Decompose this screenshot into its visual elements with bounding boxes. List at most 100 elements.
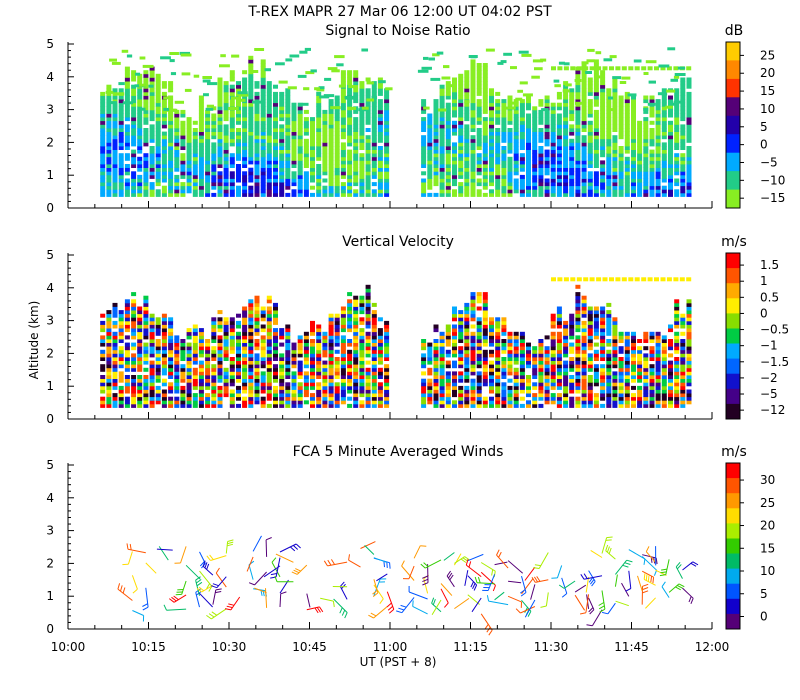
heatmap-cell <box>655 339 661 343</box>
heatmap-cell <box>149 331 155 336</box>
heatmap-cell <box>149 88 155 93</box>
heatmap-cell <box>513 156 519 161</box>
heatmap-cell <box>229 131 235 136</box>
heatmap-cell <box>161 189 167 194</box>
heatmap-cell <box>519 335 525 340</box>
heatmap-cell <box>587 310 593 315</box>
heatmap-cell <box>334 317 340 322</box>
heatmap-cell <box>445 160 451 165</box>
heatmap-cell <box>198 99 204 104</box>
heatmap-cell <box>347 403 353 408</box>
heatmap-cell <box>260 124 266 129</box>
heatmap-cell <box>291 120 297 125</box>
heatmap-cell <box>131 113 137 118</box>
heatmap-cell <box>297 335 303 340</box>
heatmap-cell <box>575 164 581 168</box>
heatmap-cell <box>322 346 328 351</box>
heatmap-cell <box>513 113 519 118</box>
heatmap-cell <box>359 331 365 336</box>
heatmap-cell <box>359 153 365 158</box>
heatmap-cell <box>192 178 198 183</box>
heatmap-cell <box>495 403 501 408</box>
heatmap-cell <box>637 360 643 365</box>
heatmap-cell <box>328 335 334 340</box>
heatmap-cell <box>353 124 359 129</box>
heatmap-cell <box>618 124 624 129</box>
heatmap-cell <box>674 171 680 176</box>
heatmap-cell <box>581 84 587 89</box>
heatmap-cell <box>538 339 544 343</box>
heatmap-cell <box>501 174 507 179</box>
heatmap-cell <box>674 360 680 365</box>
heatmap-cell <box>112 324 118 329</box>
heatmap-cell <box>532 106 538 111</box>
heatmap-cell <box>236 403 241 408</box>
heatmap-cell <box>217 317 223 322</box>
panel-1: Signal to Noise Ratio012345dB2520151050−… <box>46 23 785 215</box>
heatmap-cell <box>458 331 464 336</box>
heatmap-cell <box>285 353 291 358</box>
heatmap-cell <box>285 99 291 104</box>
heatmap-cell <box>285 106 291 111</box>
heatmap-cell <box>569 124 575 129</box>
heatmap-cell <box>131 142 137 147</box>
heatmap-cell <box>495 182 501 187</box>
heatmap-cell <box>279 109 285 114</box>
heatmap-cell <box>519 138 525 143</box>
heatmap-cell <box>501 339 507 343</box>
heatmap-cell <box>242 382 248 387</box>
heatmap-cell <box>661 346 667 351</box>
heatmap-cell <box>347 91 353 96</box>
heatmap-cell <box>198 328 204 333</box>
heatmap-cell <box>513 389 519 394</box>
heatmap-cell <box>180 364 186 369</box>
heatmap-cell <box>347 364 353 369</box>
heatmap-cell <box>266 382 272 387</box>
heatmap-cell <box>100 149 106 154</box>
heatmap-cell <box>575 160 581 165</box>
heatmap-cell <box>328 135 334 140</box>
heatmap-cell <box>155 320 161 325</box>
heatmap-cell <box>371 117 377 122</box>
heatmap-cell <box>353 120 359 125</box>
heatmap-cell <box>538 389 544 394</box>
heatmap-cell <box>439 400 445 405</box>
heatmap-cell <box>174 138 180 143</box>
heatmap-cell <box>236 331 241 336</box>
heatmap-cell <box>100 174 106 179</box>
heatmap-cell <box>384 178 390 183</box>
heatmap-cell <box>433 403 439 408</box>
heatmap-cell <box>316 331 322 336</box>
heatmap-cell <box>513 331 519 336</box>
heatmap-cell <box>618 339 624 343</box>
heatmap-cell <box>273 389 278 394</box>
heatmap-cell <box>570 277 576 282</box>
heatmap-cell <box>273 182 278 187</box>
heatmap-cell <box>587 84 593 89</box>
heatmap-cell <box>600 349 606 354</box>
heatmap-cell <box>149 367 155 372</box>
heatmap-cell <box>443 65 450 69</box>
heatmap-cell <box>316 324 322 329</box>
heatmap-cell <box>118 375 124 379</box>
heatmap-cell <box>438 108 447 112</box>
heatmap-cell <box>513 178 519 183</box>
heatmap-cell <box>513 382 519 387</box>
heatmap-cell <box>143 109 149 114</box>
heatmap-cell <box>334 328 340 333</box>
heatmap-cell <box>223 182 229 187</box>
heatmap-cell <box>192 120 198 125</box>
heatmap-cell <box>248 364 254 369</box>
heatmap-cell <box>563 382 569 387</box>
heatmap-cell <box>439 106 445 111</box>
heatmap-cell <box>322 135 328 140</box>
heatmap-cell <box>606 302 612 307</box>
heatmap-cell <box>661 353 667 358</box>
heatmap-cell <box>452 149 457 154</box>
heatmap-cell <box>606 142 612 147</box>
heatmap-cell <box>100 185 106 190</box>
heatmap-cell <box>649 128 655 132</box>
heatmap-cell <box>100 142 106 147</box>
heatmap-cell <box>365 400 371 405</box>
heatmap-cell <box>618 382 624 387</box>
